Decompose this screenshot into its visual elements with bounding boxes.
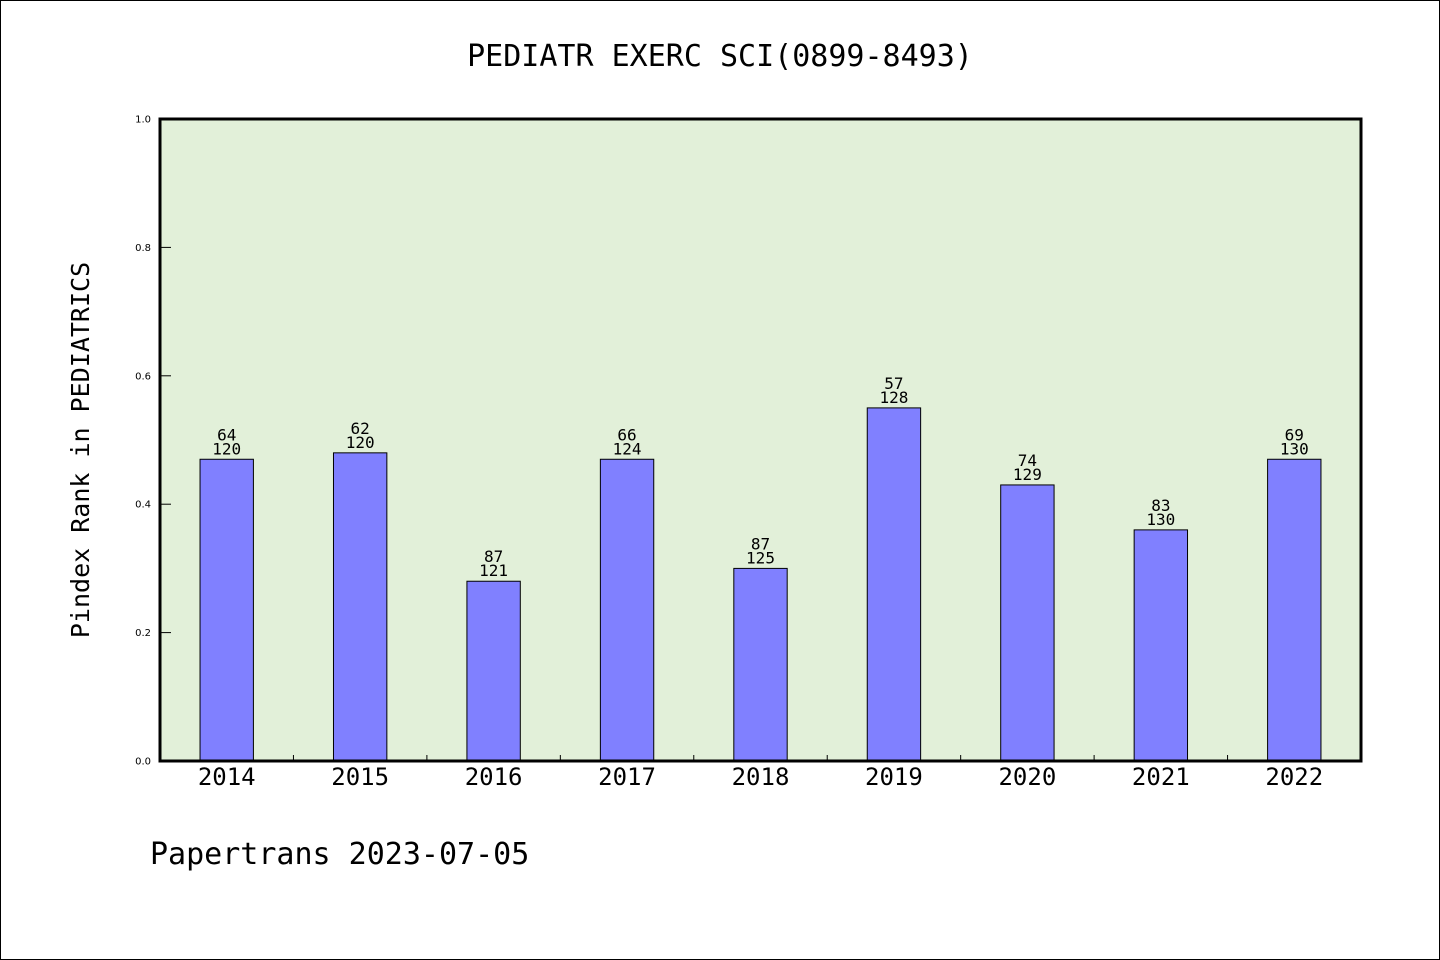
bar-2014 bbox=[199, 458, 254, 762]
plot-frame bbox=[158, 117, 1363, 763]
data-label: 128 bbox=[879, 388, 908, 407]
data-label: 66 bbox=[617, 425, 636, 444]
x-tick-label: 2019 bbox=[865, 763, 923, 791]
bars-group bbox=[199, 407, 1322, 762]
bar-2017 bbox=[599, 458, 655, 762]
data-label: 74 bbox=[1018, 451, 1037, 470]
data-label: 87 bbox=[751, 534, 770, 553]
data-label: 129 bbox=[1013, 465, 1042, 484]
bar-2019 bbox=[866, 407, 922, 762]
y-axis-label: Pindex Rank in PEDIATRICS bbox=[66, 262, 95, 638]
bar-2021 bbox=[1133, 529, 1189, 762]
y-tick-label: 0.6 bbox=[135, 371, 151, 382]
bar-2022 bbox=[1267, 458, 1322, 762]
x-axis: 2014 2015 2016 2017 2018 2019 2020 2021 2022 bbox=[198, 755, 1323, 791]
footer-text: Papertrans 2023-07-05 bbox=[150, 837, 529, 872]
data-label: 125 bbox=[746, 548, 775, 567]
data-labels-group: 6412062120871216612487125571287412983130… bbox=[212, 374, 1308, 580]
bar-2018 bbox=[733, 567, 788, 762]
x-tick-label: 2022 bbox=[1265, 763, 1323, 791]
x-tick-label: 2015 bbox=[331, 763, 389, 791]
data-label: 130 bbox=[1146, 510, 1175, 529]
y-tick-label: 0.4 bbox=[135, 500, 151, 511]
x-tick-label: 2021 bbox=[1132, 763, 1190, 791]
data-label: 120 bbox=[212, 439, 241, 458]
data-label: 121 bbox=[479, 561, 508, 580]
data-label: 57 bbox=[884, 374, 903, 393]
x-tick-label: 2016 bbox=[465, 763, 523, 791]
x-tick-label: 2014 bbox=[198, 763, 256, 791]
bar-2020 bbox=[1000, 484, 1055, 762]
y-tick-label: 0.8 bbox=[135, 243, 151, 254]
bar-2016 bbox=[466, 580, 521, 762]
data-label: 69 bbox=[1285, 425, 1304, 444]
x-tick-label: 2018 bbox=[732, 763, 790, 791]
data-label: 83 bbox=[1151, 496, 1170, 515]
y-tick-label: 0.0 bbox=[135, 757, 151, 768]
y-tick-label: 1.0 bbox=[135, 115, 151, 126]
data-label: 120 bbox=[346, 433, 375, 452]
y-tick-label: 0.2 bbox=[135, 628, 151, 639]
data-label: 87 bbox=[484, 547, 503, 566]
chart-title: PEDIATR EXERC SCI(0899-8493) bbox=[467, 39, 973, 74]
data-label: 130 bbox=[1280, 439, 1309, 458]
data-label: 64 bbox=[217, 425, 236, 444]
x-tick-label: 2020 bbox=[998, 763, 1056, 791]
bar-2015 bbox=[332, 452, 388, 762]
x-tick-label: 2017 bbox=[598, 763, 656, 791]
data-label: 62 bbox=[351, 419, 370, 438]
data-label: 124 bbox=[613, 439, 642, 458]
